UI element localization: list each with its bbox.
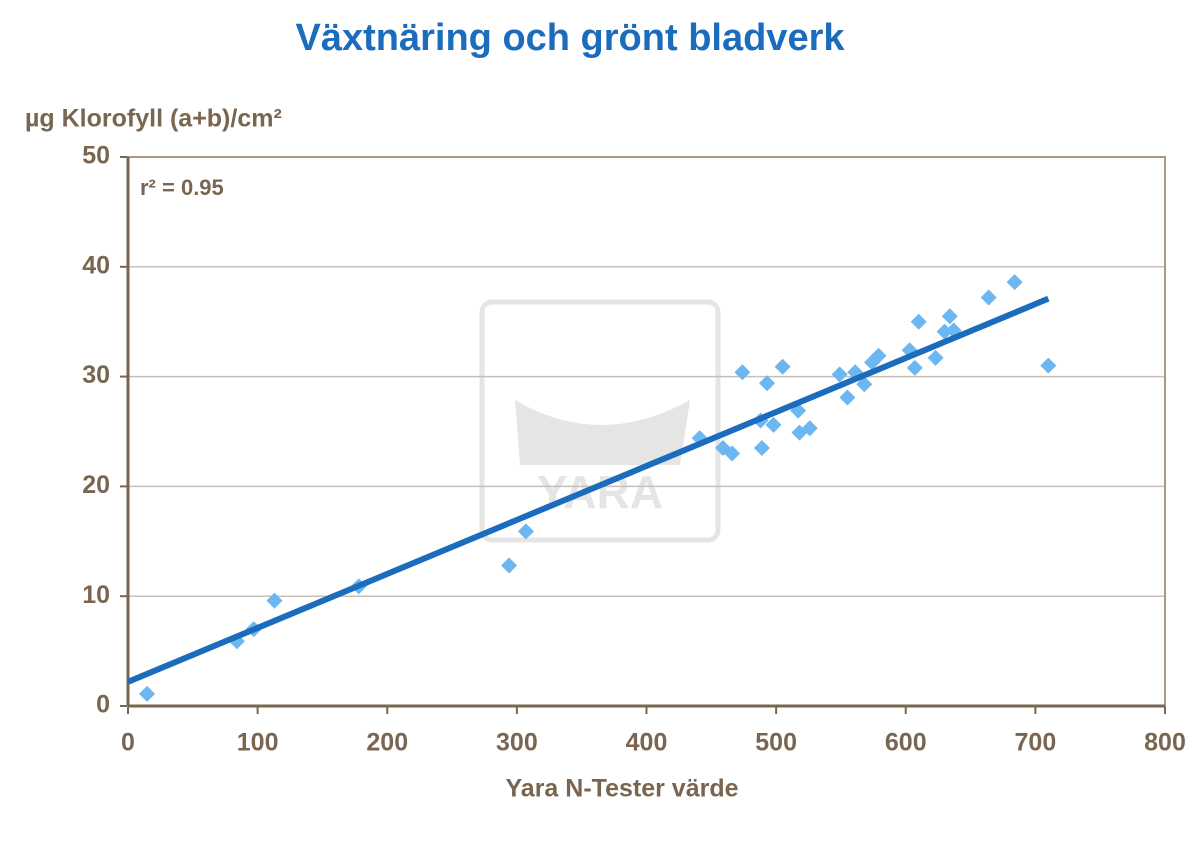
y-tick-label: 10 [82, 581, 110, 609]
x-axis-label: Yara N-Tester värde [506, 775, 739, 803]
x-tick-label: 200 [366, 729, 408, 757]
data-point [765, 416, 782, 433]
annotation: r² = 0.95 [140, 175, 224, 200]
data-point [839, 389, 856, 406]
data-point [734, 364, 751, 381]
data-point [1040, 357, 1057, 374]
watermark-logo: YARA [479, 299, 721, 543]
y-tick-label: 30 [82, 361, 110, 389]
y-tick-label: 0 [96, 691, 110, 719]
data-point [774, 358, 791, 375]
y-tick-label: 50 [82, 142, 110, 170]
data-point [927, 349, 944, 366]
data-point [980, 289, 997, 306]
data-point [831, 366, 848, 383]
data-point [501, 557, 518, 574]
x-tick-label: 800 [1144, 729, 1186, 757]
logo-ship [515, 400, 690, 465]
x-tick-label: 400 [626, 729, 668, 757]
data-point [266, 592, 283, 609]
y-axis-label: µg Klorofyll (a+b)/cm² [25, 105, 282, 133]
data-point [517, 523, 534, 540]
trend-line [126, 295, 1050, 685]
data-point [801, 420, 818, 437]
x-tick-label: 300 [496, 729, 538, 757]
x-tick-label: 0 [121, 729, 135, 757]
x-tick-label: 100 [237, 729, 279, 757]
data-point [139, 685, 156, 702]
x-tick-label: 500 [755, 729, 797, 757]
y-tick-label: 40 [82, 251, 110, 279]
x-tick-label: 700 [1015, 729, 1057, 757]
x-tick-label: 600 [885, 729, 927, 757]
logo-frame [479, 299, 721, 543]
data-point [856, 376, 873, 393]
data-point [1006, 274, 1023, 291]
data-point [759, 375, 776, 392]
data-point [724, 445, 741, 462]
data-point [910, 313, 927, 330]
data-point [906, 359, 923, 376]
data-point [753, 439, 770, 456]
watermark-text: YARA [537, 466, 663, 518]
y-tick-label: 20 [82, 471, 110, 499]
data-point [941, 308, 958, 325]
chart-title: Växtnäring och grönt bladverk [296, 17, 846, 59]
data-point [870, 347, 887, 364]
